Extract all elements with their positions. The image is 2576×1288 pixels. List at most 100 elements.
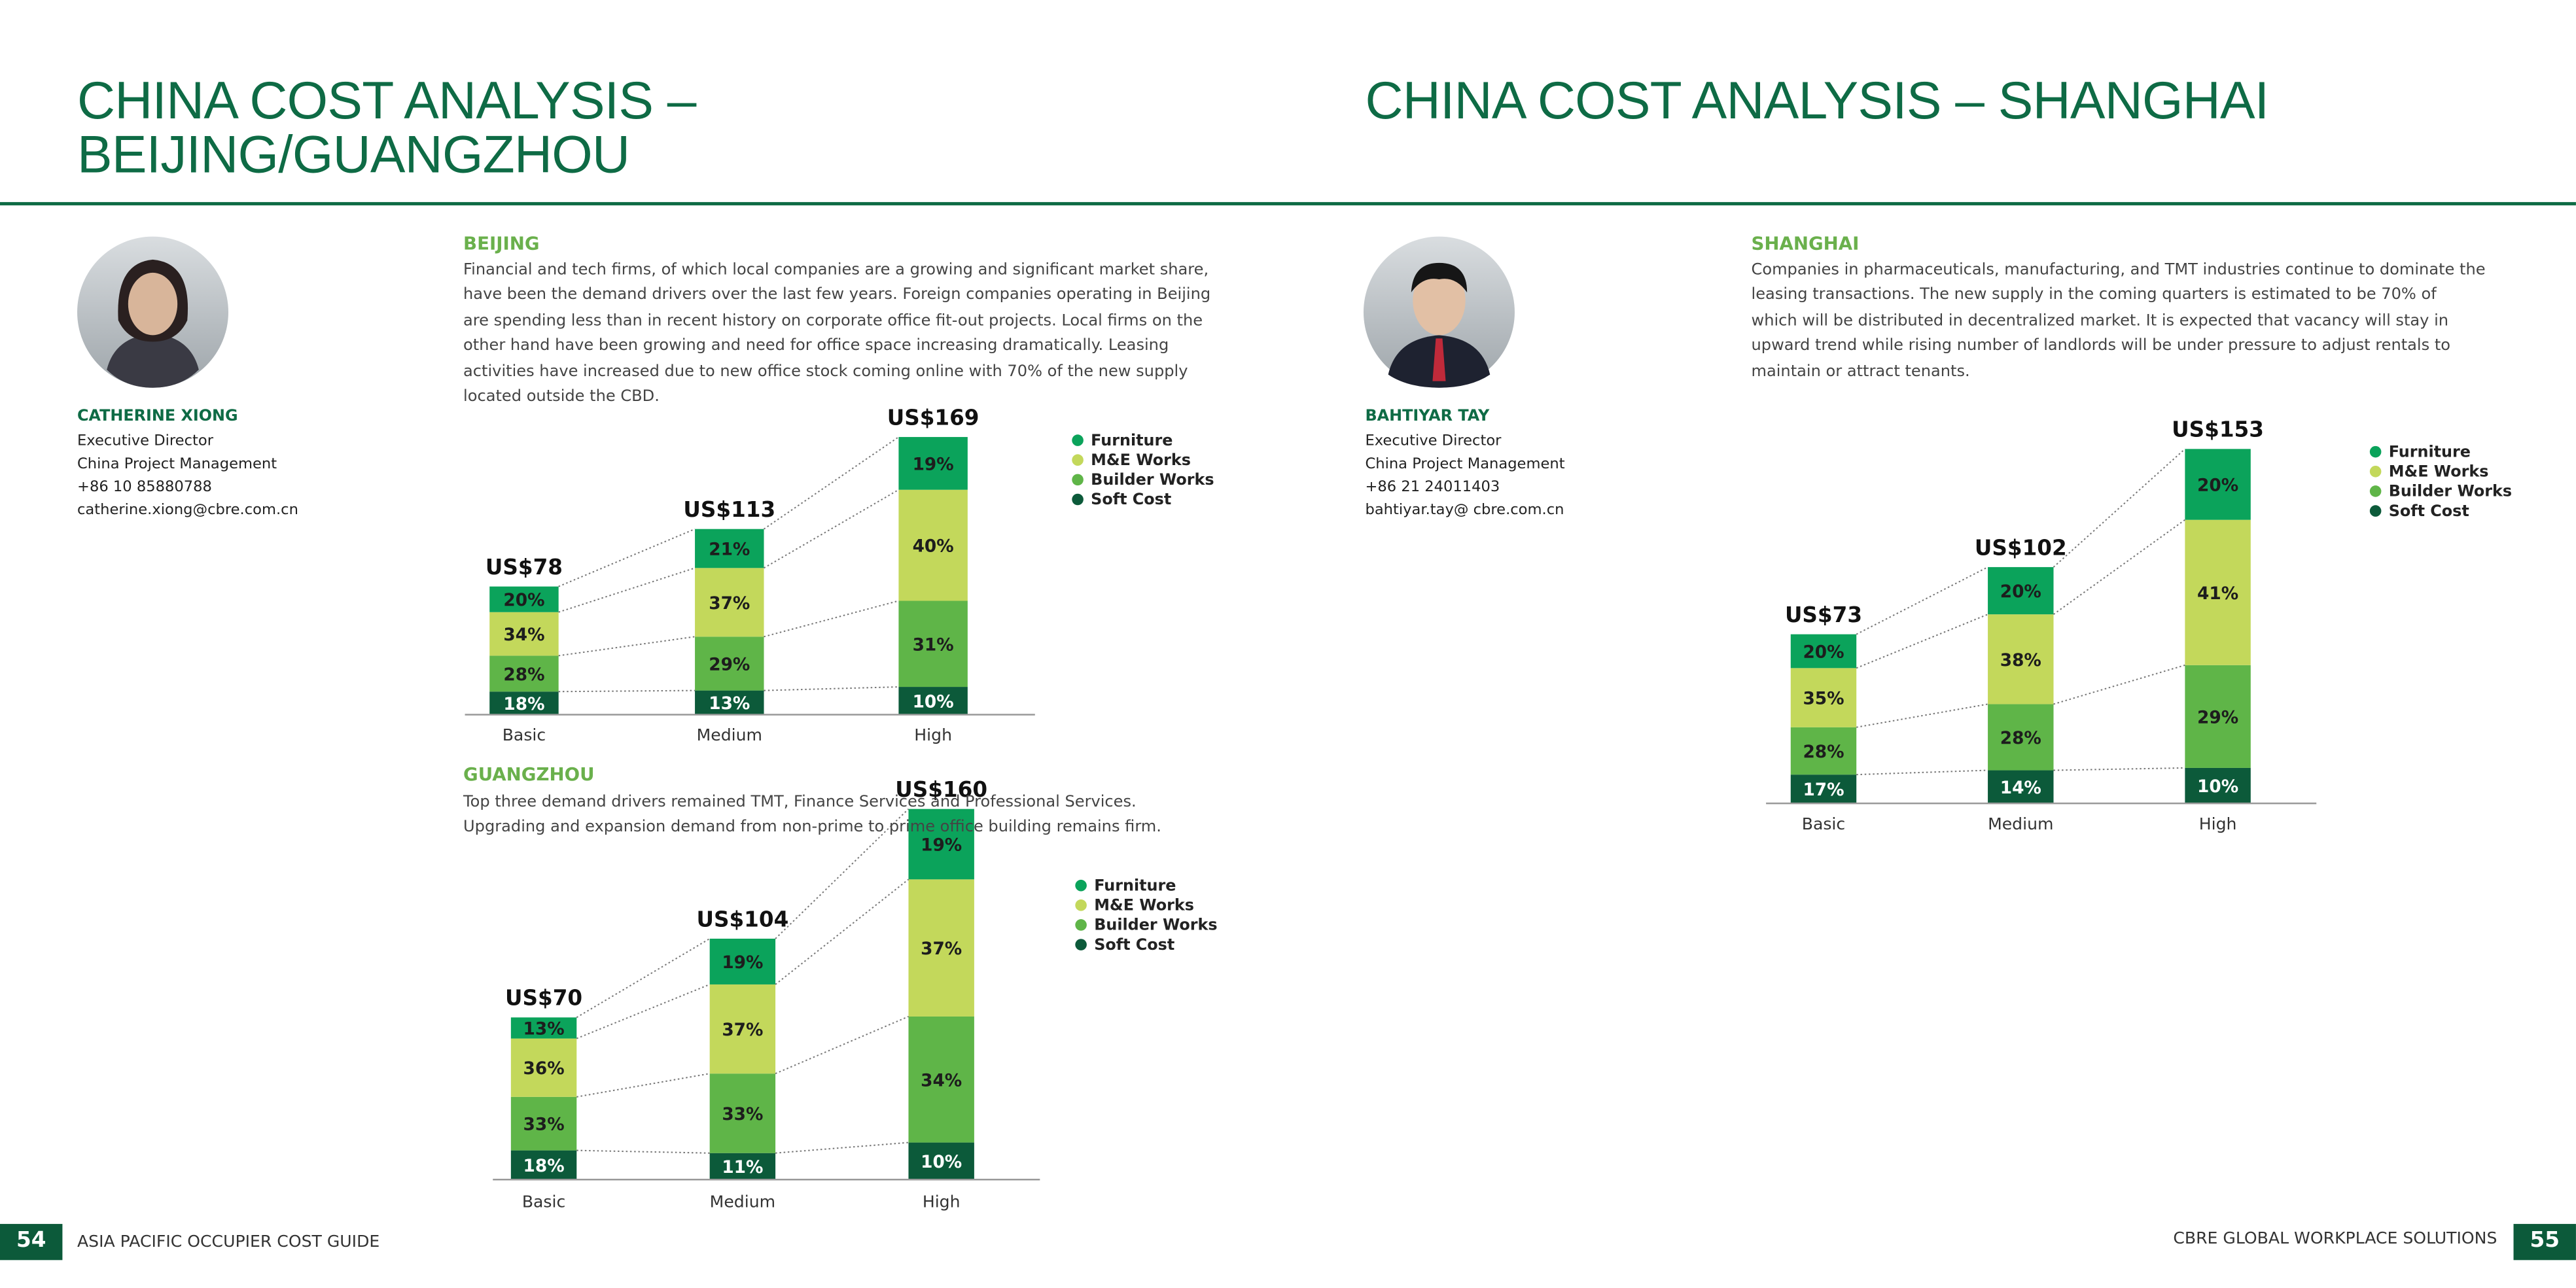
contact-email: catherine.xiong@cbre.com.cn <box>77 502 298 519</box>
legend-label: Furniture <box>2389 442 2471 461</box>
bar-segment <box>908 1016 974 1143</box>
bar-segment <box>510 1096 577 1151</box>
legend-swatch <box>1075 879 1087 892</box>
segment-label: 20% <box>503 591 544 610</box>
bar-segment <box>908 1142 974 1180</box>
segment-label: 37% <box>921 939 962 959</box>
segment-label: 28% <box>503 665 544 685</box>
segment-label: 33% <box>722 1105 763 1124</box>
connector <box>2053 448 2186 568</box>
bar-segment <box>898 687 968 715</box>
category-label: High <box>2199 814 2237 833</box>
segment-label: 19% <box>913 455 954 474</box>
contact-phone: +86 10 85880788 <box>77 479 212 496</box>
bar-segment <box>695 529 764 568</box>
legend-swatch <box>2369 466 2382 478</box>
segment-label: 17% <box>1803 780 1844 800</box>
legend-label: Soft Cost <box>2389 502 2469 520</box>
segment-label: 18% <box>523 1157 565 1176</box>
section-heading: SHANGHAI <box>1751 233 1860 255</box>
bar-segment <box>1988 614 2054 705</box>
bar-segment <box>1988 704 2054 771</box>
contact-department: China Project Management <box>1365 457 1565 474</box>
portrait <box>77 236 229 388</box>
legend-swatch <box>2369 445 2382 458</box>
total-label: US$153 <box>2172 417 2264 442</box>
bar-segment <box>709 938 776 984</box>
category-label: High <box>923 1192 961 1211</box>
segment-label: 29% <box>2197 708 2238 727</box>
left-title-line: CHINA COST ANALYSIS – <box>77 70 696 130</box>
bar-segment <box>898 489 968 601</box>
legend-label: Furniture <box>1091 431 1173 449</box>
legend-label: Builder Works <box>2389 482 2512 500</box>
bar-segment <box>510 1150 577 1180</box>
segment-label: 19% <box>722 953 763 973</box>
bar-segment <box>695 636 764 691</box>
section-text: Financial and tech firms, of which local… <box>463 261 1211 406</box>
contact-role: Executive Director <box>77 434 214 451</box>
bar-segment <box>1790 634 1857 669</box>
legend-swatch <box>1072 474 1084 486</box>
legend-swatch <box>1075 919 1087 931</box>
category-label: Basic <box>503 725 546 744</box>
segment-label: 40% <box>913 537 954 557</box>
segment-label: 21% <box>709 540 750 560</box>
segment-label: 20% <box>1803 642 1844 662</box>
contact-department: China Project Management <box>77 457 277 474</box>
connector <box>558 567 696 613</box>
legend-swatch <box>2369 485 2382 497</box>
connector <box>576 1149 710 1154</box>
footer-text: ASIA PACIFIC OCCUPIER COST GUIDE <box>77 1234 380 1252</box>
bar-segment <box>898 437 968 490</box>
legend-label: M&E Works <box>1094 896 1194 914</box>
legend-swatch <box>1075 899 1087 911</box>
header-rule <box>0 201 2576 205</box>
bar-segment <box>489 612 559 656</box>
segment-label: 13% <box>709 694 750 714</box>
bar-segment <box>2185 449 2251 520</box>
segment-label: 10% <box>921 1153 962 1172</box>
legend-label: M&E Works <box>2389 462 2489 481</box>
legend-label: Builder Works <box>1091 470 1214 489</box>
section-heading: BEIJING <box>463 233 540 255</box>
connector <box>775 1141 909 1154</box>
category-label: Basic <box>522 1192 565 1211</box>
segment-label: 13% <box>523 1019 565 1039</box>
total-label: US$169 <box>887 405 979 430</box>
connector <box>2053 767 2185 771</box>
segment-label: 34% <box>921 1071 962 1090</box>
footer-text: CBRE GLOBAL WORKPLACE SOLUTIONS <box>2173 1230 2497 1249</box>
bar-segment <box>489 691 559 715</box>
bar-segment <box>510 1017 577 1039</box>
bar-segment <box>709 984 776 1074</box>
bar-segment <box>2185 665 2251 768</box>
bar-segment <box>709 1153 776 1180</box>
contact-phone: +86 21 24011403 <box>1365 479 1500 496</box>
segment-label: 41% <box>2197 584 2238 604</box>
legend-swatch <box>1075 939 1087 950</box>
left-title-line: BEIJING/GUANGZHOU <box>77 124 630 184</box>
segment-label: 38% <box>2000 651 2041 670</box>
connector <box>576 938 711 1018</box>
bar-segment <box>908 809 974 880</box>
section-text: Top three demand drivers remained TMT, F… <box>463 793 1161 837</box>
total-label: US$160 <box>895 777 987 802</box>
legend-label: Furniture <box>1094 876 1176 894</box>
segment-label: 19% <box>921 835 962 855</box>
connector <box>764 600 899 638</box>
bar-segment <box>1790 727 1857 775</box>
category-label: Medium <box>710 1192 775 1211</box>
connector <box>764 686 899 691</box>
total-label: US$78 <box>485 555 563 580</box>
bar-segment <box>1790 668 1857 727</box>
bar-segment <box>489 655 559 692</box>
category-label: High <box>914 725 952 744</box>
segment-label: 33% <box>523 1115 565 1135</box>
segment-label: 34% <box>503 625 544 645</box>
connector <box>2053 664 2185 705</box>
legend-label: Soft Cost <box>1091 490 1171 508</box>
bar-segment <box>695 690 764 715</box>
